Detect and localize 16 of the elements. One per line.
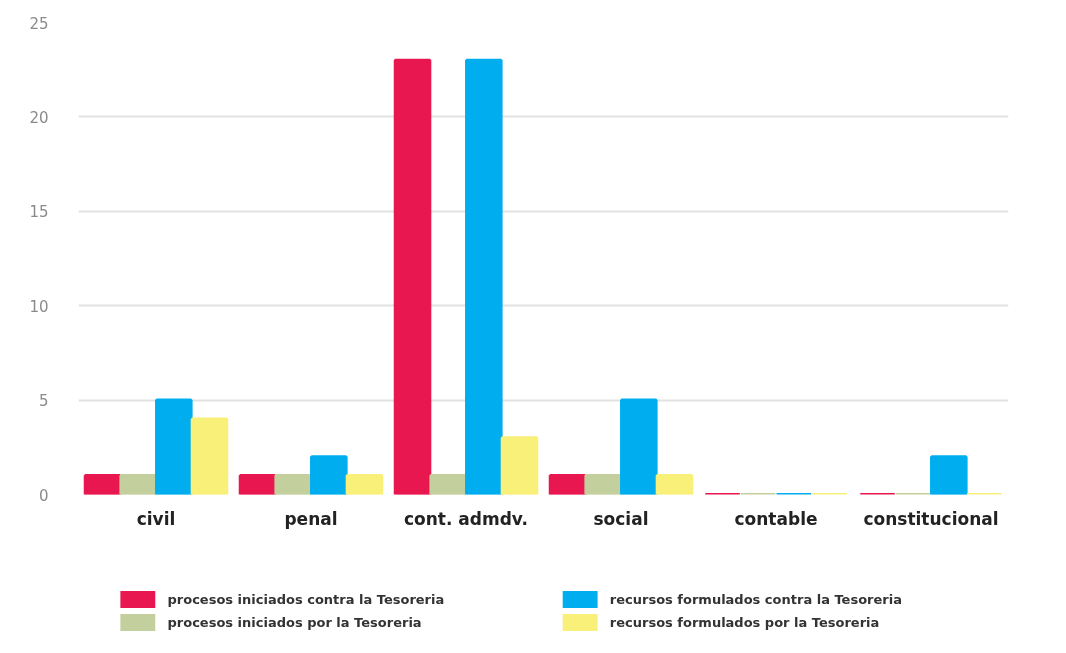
x-tick-label: social — [593, 508, 649, 529]
legend-label: procesos iniciados por la Tesoreria — [167, 615, 422, 630]
legend-label: procesos iniciados contra la Tesoreria — [167, 592, 445, 607]
y-tick-label: 0 — [38, 486, 49, 505]
y-tick-label: 20 — [29, 108, 49, 127]
x-tick-label: constitucional — [863, 508, 999, 529]
x-tick-label: cont. admdv. — [403, 508, 529, 529]
y-tick-label: 5 — [38, 392, 49, 411]
legend-label: recursos formulados contra la Tesoreria — [609, 592, 902, 607]
x-tick-label: civil — [136, 508, 176, 529]
x-tick-label: contable — [734, 508, 818, 529]
y-tick-label: 15 — [29, 203, 49, 222]
y-tick-label: 10 — [29, 297, 49, 316]
x-tick-label: penal — [284, 508, 338, 529]
legend-label: recursos formulados por la Tesoreria — [609, 615, 880, 630]
y-tick-label: 25 — [29, 14, 49, 33]
